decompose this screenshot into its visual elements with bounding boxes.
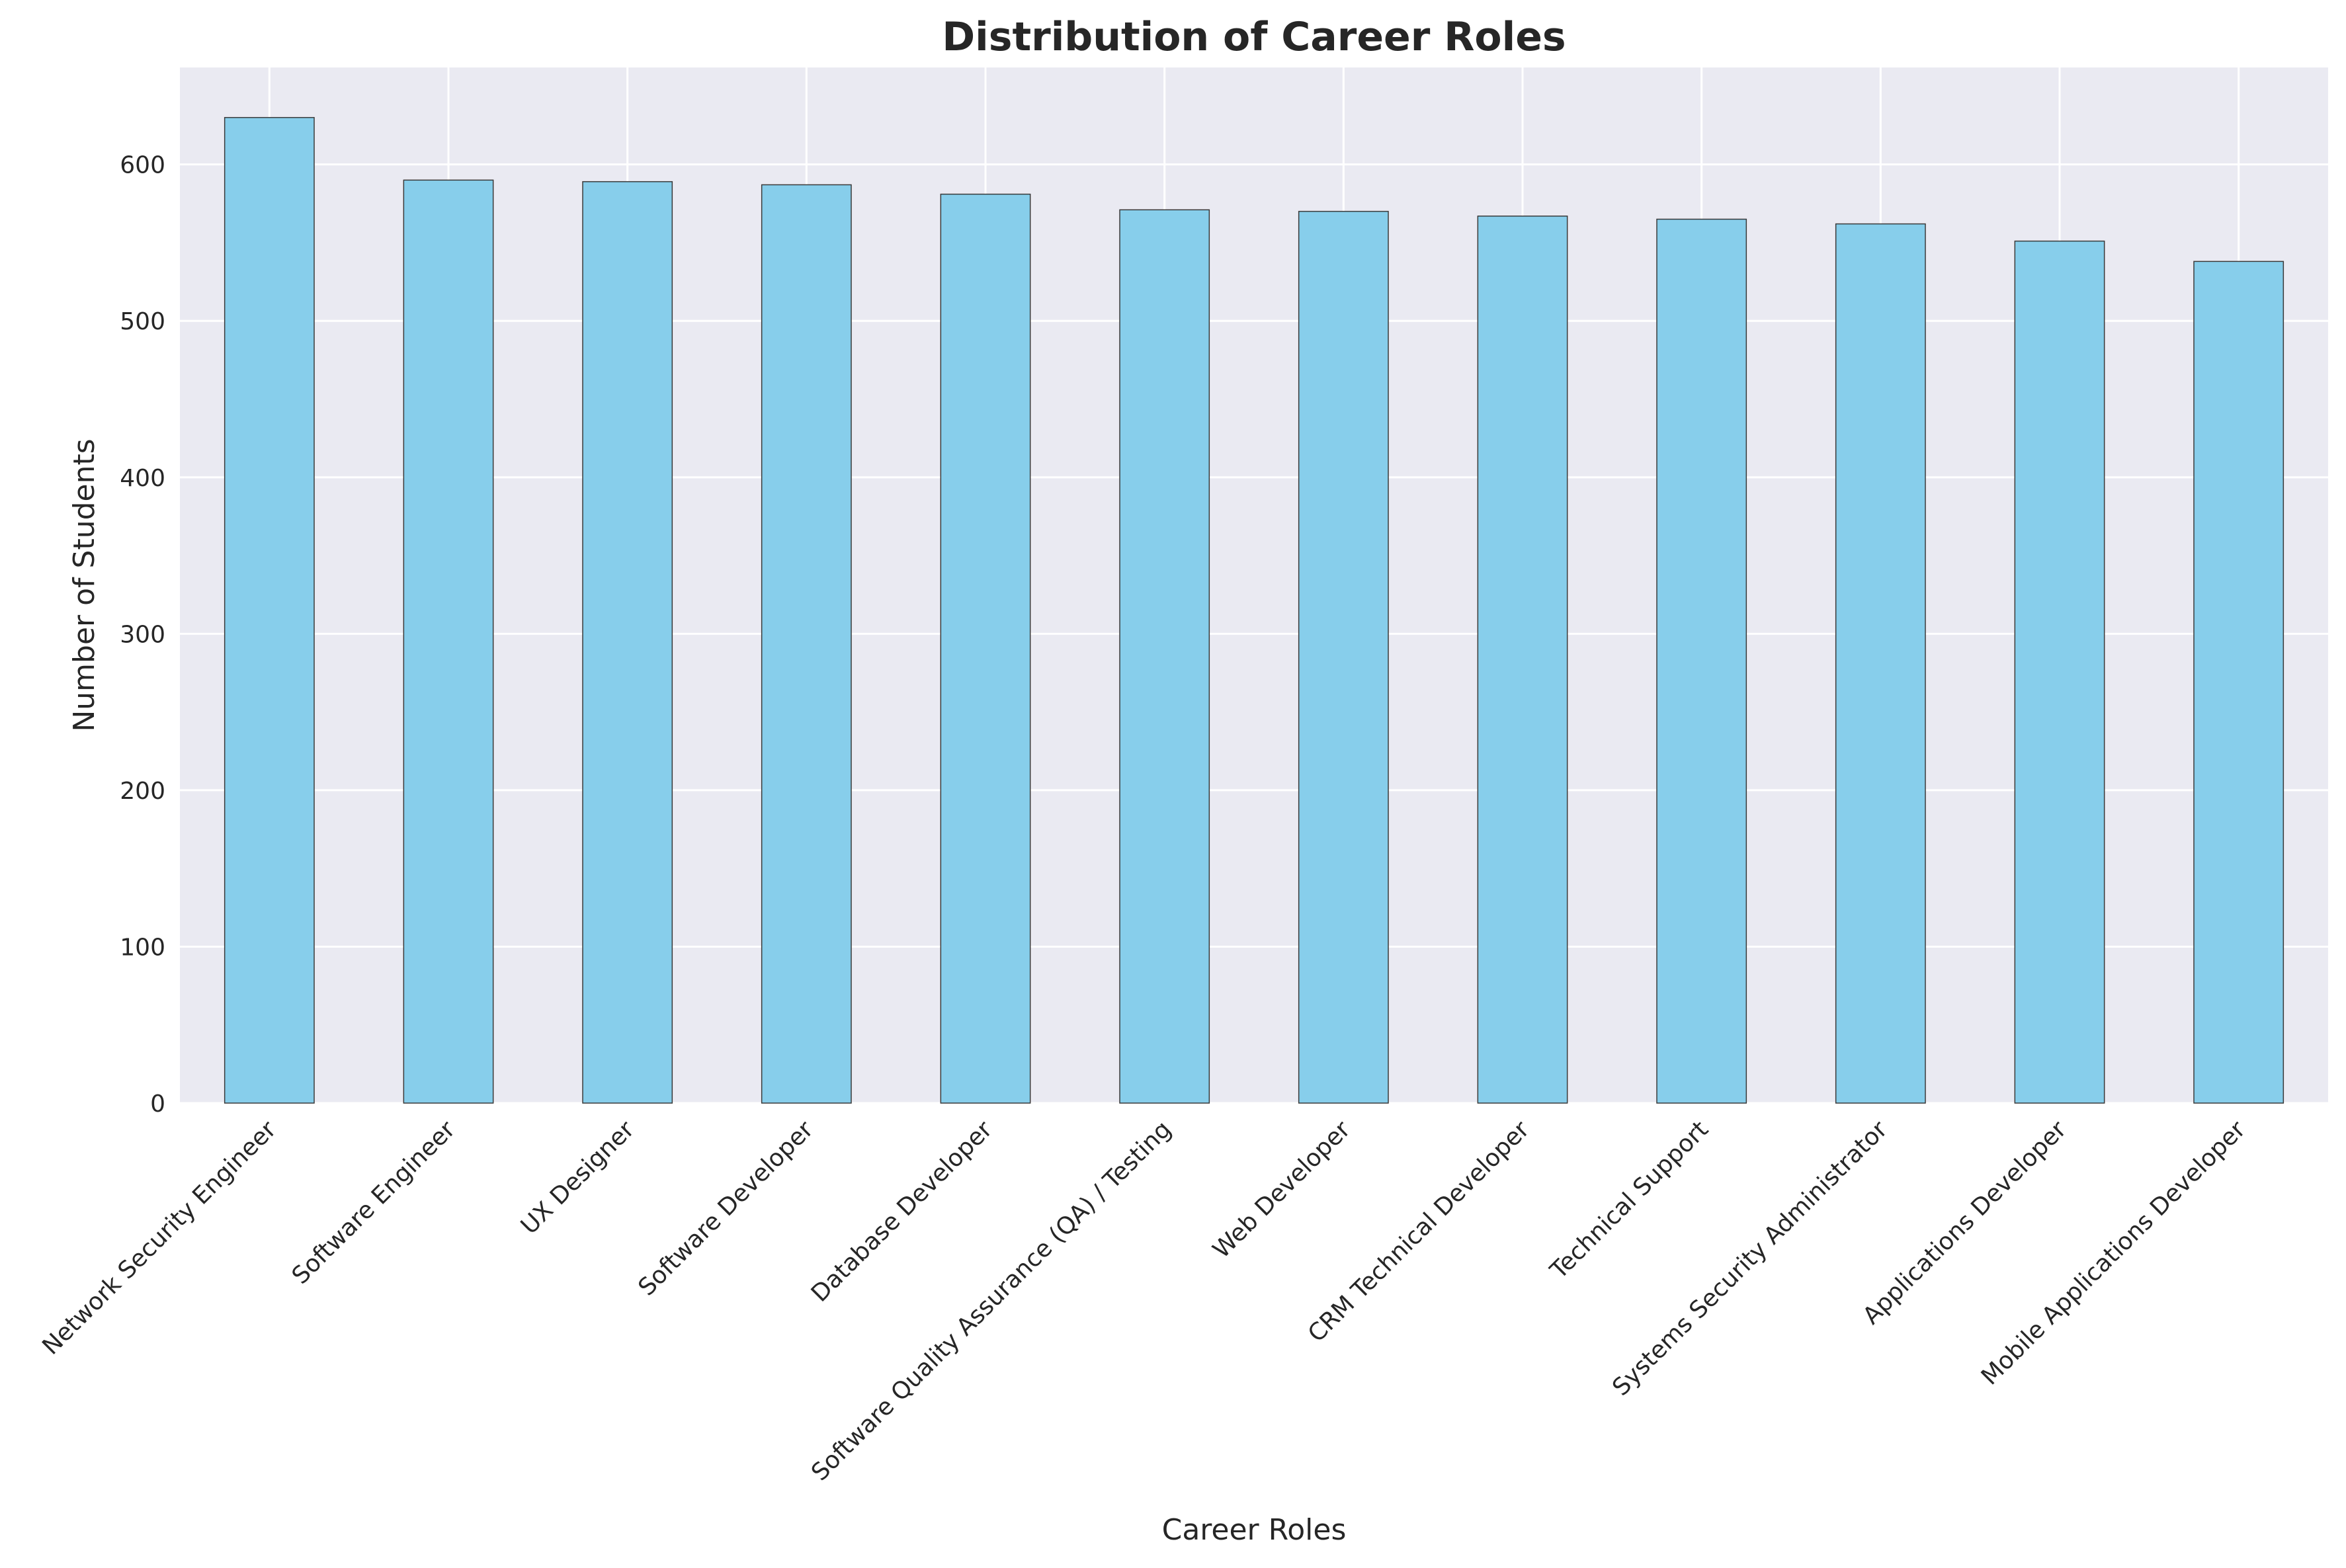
- y-tick-label: 300: [120, 621, 165, 648]
- x-tick-label: Network Security Engineer: [37, 1116, 282, 1360]
- bar-ux-designer: [582, 181, 673, 1104]
- x-tick-label: Web Developer: [1208, 1116, 1356, 1264]
- bar-technical-support: [1656, 218, 1747, 1104]
- x-tick-label: UX Designer: [516, 1116, 640, 1239]
- chart-title: Distribution of Career Roles: [942, 14, 1566, 60]
- y-tick-label: 600: [120, 152, 165, 179]
- y-tick-label: 100: [120, 934, 165, 961]
- x-tick-labels: Network Security Engineer Software Engine…: [37, 1116, 2251, 1486]
- x-tick-label: Database Developer: [806, 1116, 998, 1307]
- bar-applications-developer: [2014, 240, 2105, 1104]
- x-tick-label: Applications Developer: [1858, 1116, 2072, 1330]
- y-tick-label: 0: [150, 1091, 165, 1118]
- bars: [224, 116, 2284, 1104]
- y-tick-label: 400: [120, 465, 165, 492]
- bar-crm-technical-developer: [1477, 215, 1568, 1104]
- bar-software-developer: [761, 184, 852, 1104]
- bar-software-engineer: [403, 179, 494, 1104]
- bar-systems-security-administrator: [1835, 223, 1926, 1104]
- bar-database-developer: [940, 193, 1031, 1104]
- x-tick-label: Software Engineer: [287, 1116, 461, 1290]
- y-tick-label: 500: [120, 308, 165, 335]
- bar-network-security-engineer: [224, 116, 315, 1104]
- x-tick-label: Software Developer: [633, 1116, 818, 1301]
- x-axis-label: Career Roles: [1162, 1513, 1347, 1547]
- y-tick-label: 200: [120, 778, 165, 805]
- bar-web-developer: [1298, 210, 1389, 1104]
- bar-software-quality-assurance-qa-testing: [1119, 209, 1210, 1104]
- x-tick-label: Software Quality Assurance (QA) / Testin…: [806, 1116, 1177, 1486]
- x-tick-label: Technical Support: [1545, 1116, 1714, 1284]
- y-tick-labels: 0 100 200 300 400 500 600: [120, 152, 165, 1118]
- plot-area: [180, 67, 2328, 1103]
- x-tick-label: Systems Security Administrator: [1607, 1116, 1893, 1401]
- y-axis-label: Number of Students: [67, 438, 101, 731]
- bar-mobile-applications-developer: [2193, 261, 2284, 1104]
